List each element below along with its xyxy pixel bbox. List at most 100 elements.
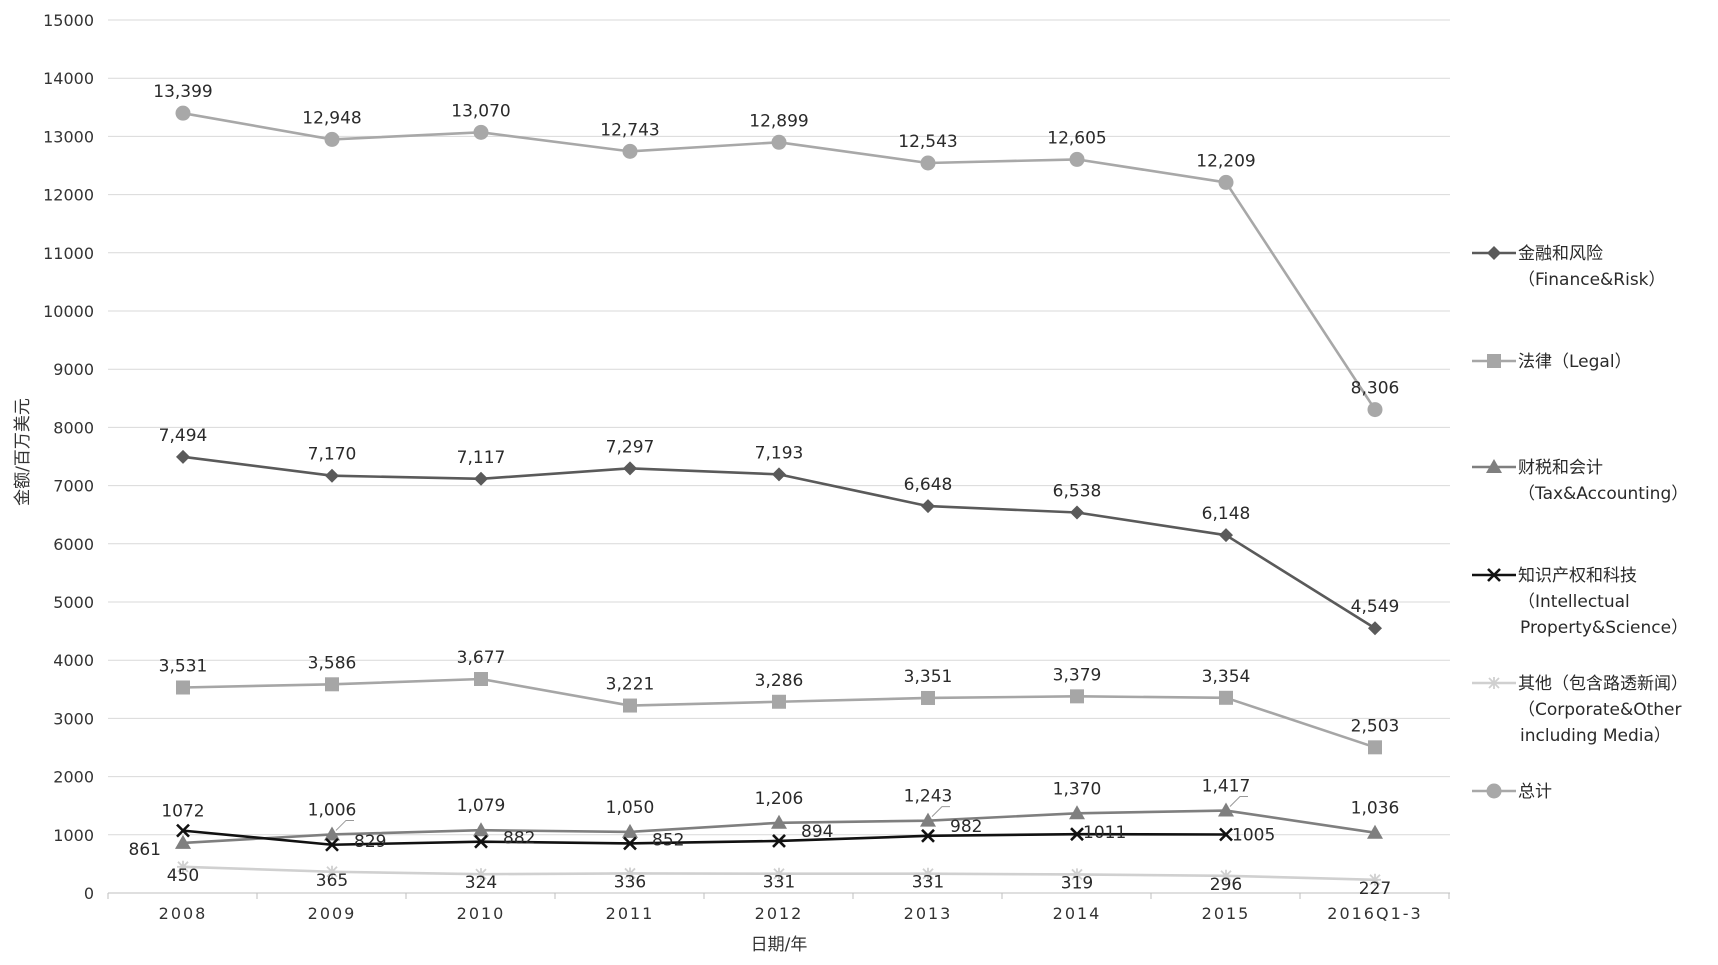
series-5-point	[1069, 151, 1085, 167]
series-0-point	[1368, 621, 1382, 636]
y-tick-label: 13000	[43, 127, 94, 146]
series-3-point-shape	[772, 834, 786, 848]
series-2-point	[920, 812, 936, 827]
data-label: 7,117	[457, 448, 506, 468]
data-label: 12,209	[1196, 151, 1255, 171]
x-tick-label: 2013	[904, 904, 953, 923]
data-label: 3,586	[308, 653, 357, 673]
series-5-point	[324, 131, 340, 147]
y-tick-label: 15000	[43, 11, 94, 30]
legend-swatch-marker-shape	[1486, 459, 1502, 473]
legend-swatch-marker	[1486, 783, 1502, 799]
data-label: 6,538	[1053, 481, 1102, 501]
data-label: 336	[614, 872, 646, 892]
data-label: 12,899	[749, 111, 808, 131]
data-label: 1005	[1232, 826, 1275, 846]
data-label: 1,050	[606, 798, 655, 818]
data-label: 1,206	[755, 789, 804, 809]
legend-label: （Corporate&Other	[1518, 700, 1682, 720]
series-0-point	[772, 467, 786, 482]
x-tick-label: 2015	[1202, 904, 1251, 923]
y-tick-label: 2000	[53, 768, 94, 787]
series-2-data-labels: 861 1,006 1,079 1,050 1,206 1,243 1,370 1,417 1,…	[129, 777, 1400, 860]
legend-swatch-marker-shape	[1487, 568, 1501, 582]
series-0-point-shape	[772, 467, 786, 482]
y-tick-label: 14000	[43, 69, 94, 88]
y-tick-label: 3000	[53, 709, 94, 728]
series-5-point-shape	[175, 105, 191, 121]
x-tick-label: 2011	[606, 904, 655, 923]
series-1-point-shape	[1070, 689, 1084, 704]
x-tick-labels: 2008 2009 2010 2011 2012 2013 2014 2015 2016Q1-3	[107, 893, 1450, 923]
data-label: 4,549	[1351, 597, 1400, 617]
data-label: 331	[763, 873, 795, 893]
series-3-point	[176, 823, 190, 838]
legend-swatch-marker	[1487, 246, 1501, 260]
y-tick-label: 4000	[53, 651, 94, 670]
series-5-point	[1218, 174, 1234, 190]
series-5-point-shape	[324, 131, 340, 147]
legend-item-5: 总计	[1472, 782, 1552, 802]
series-0-point-shape	[623, 461, 637, 476]
series-1-point	[474, 671, 488, 686]
series-4-point	[922, 867, 934, 880]
x-tick-label: 2012	[755, 904, 804, 923]
series-3-point-shape	[1070, 827, 1084, 842]
series-0-point	[176, 449, 190, 464]
series-4-point-shape	[326, 865, 338, 878]
legend-label: 总计	[1518, 782, 1552, 802]
series-4	[177, 860, 1381, 886]
y-tick-label: 11000	[43, 244, 94, 263]
series-3-point	[623, 836, 637, 851]
series-0-data-labels: 7,494 7,170 7,117 7,297 7,193 6,648 6,538 6,148…	[159, 426, 1400, 617]
legend: 金融和风险 （Finance&Risk） 法律（Legal） 财税和会计 （Tax&Ac…	[1472, 244, 1688, 802]
y-tick-label: 8000	[53, 418, 94, 437]
legend-label: （Intellectual	[1518, 592, 1630, 612]
data-label: 3,531	[159, 656, 208, 676]
data-label: 227	[1359, 879, 1391, 899]
series-5-point-shape	[1367, 402, 1383, 418]
series-4-point	[624, 867, 636, 880]
series-0-point	[1070, 505, 1084, 520]
leader-line	[931, 806, 950, 818]
y-tick-label: 5000	[53, 593, 94, 612]
y-tick-label: 6000	[53, 535, 94, 554]
series-2-point-shape	[1069, 805, 1085, 820]
x-tick-label: 2016Q1-3	[1327, 904, 1422, 923]
series-2-point	[473, 822, 489, 837]
series-4-point	[1220, 869, 1232, 882]
legend-swatch-marker-shape	[1487, 246, 1501, 260]
legend-label: （Tax&Accounting）	[1518, 484, 1688, 504]
series-3-point	[921, 828, 935, 843]
legend-item-0: 金融和风险 （Finance&Risk）	[1472, 244, 1666, 290]
series-1-point-shape	[474, 671, 488, 686]
data-label: 852	[652, 830, 684, 850]
series-5-point-shape	[473, 124, 489, 140]
series-4-point-shape	[177, 860, 189, 873]
legend-item-3: 知识产权和科技 （Intellectual Property&Science）	[1472, 566, 1688, 638]
series-3-point	[325, 837, 339, 852]
data-label: 3,221	[606, 675, 655, 695]
data-label: 6,648	[904, 475, 953, 495]
series-4-point	[1071, 868, 1083, 881]
legend-item-4: 其他（包含路透新闻） （Corporate&Other including Medi…	[1472, 674, 1688, 746]
data-label: 3,351	[904, 667, 953, 687]
series-4-point	[1369, 873, 1381, 886]
series-4-point-shape	[1071, 868, 1083, 881]
series-0-point	[474, 471, 488, 486]
series-0-point-shape	[921, 499, 935, 514]
series-2	[175, 802, 1383, 849]
data-label: 12,743	[600, 120, 659, 140]
series-4-point-shape	[922, 867, 934, 880]
data-label: 1072	[161, 802, 204, 822]
series-3-point	[772, 834, 786, 848]
data-label: 12,543	[898, 132, 957, 152]
data-label: 2,503	[1351, 716, 1400, 736]
data-label: 6,148	[1202, 504, 1251, 524]
series-2-point-shape	[1218, 802, 1234, 817]
series-5-point	[920, 155, 936, 171]
series-3-data-labels: 1072 829 882 852 894 982 1011 1005	[161, 802, 1275, 852]
series-3-point-shape	[176, 823, 190, 838]
x-tick-label: 2009	[308, 904, 357, 923]
